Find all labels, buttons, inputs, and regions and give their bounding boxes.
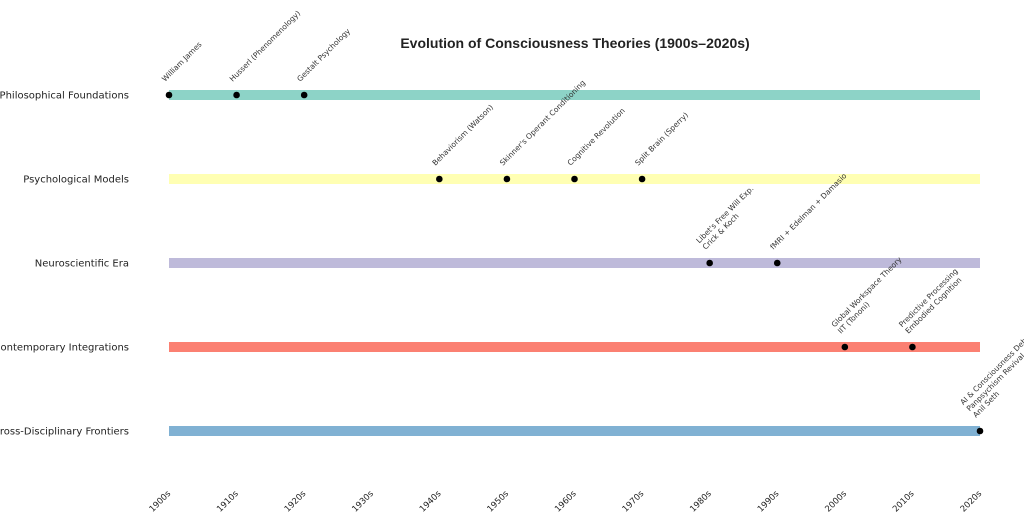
x-tick-label: 2020s xyxy=(959,489,985,512)
event-label: Predictive ProcessingEmbodied Cognition xyxy=(897,266,966,335)
row-bar xyxy=(169,342,980,352)
x-tick-label: 1920s xyxy=(283,489,309,512)
x-tick-label: 1970s xyxy=(621,489,647,512)
rows-layer: Philosophical Foundations William James Hu… xyxy=(0,9,1024,438)
event-label: Cognitive Revolution xyxy=(566,106,627,167)
event-marker xyxy=(909,343,916,351)
x-tick-label: 1940s xyxy=(418,489,444,512)
x-tick-label: 1990s xyxy=(756,489,782,512)
x-tick-label: 2000s xyxy=(823,489,849,512)
x-tick-label: 2010s xyxy=(891,489,917,512)
event-marker xyxy=(841,343,849,351)
timeline-row: Neuroscientific Era Libet's Free Will Exp… xyxy=(35,171,980,270)
row-label: Cross-Disciplinary Frontiers xyxy=(0,427,129,438)
timeline-row: Philosophical Foundations William James Hu… xyxy=(0,9,980,102)
x-tick-label: 1910s xyxy=(215,489,241,512)
x-axis-ticks: 1900s 1910s 1920s 1930s 1940s 1950s 1960s 1970s… xyxy=(148,489,985,512)
row-bar xyxy=(169,258,980,268)
row-label: Contemporary Integrations xyxy=(0,343,129,354)
x-tick-label: 1950s xyxy=(486,489,512,512)
x-tick-label: 1900s xyxy=(148,489,174,512)
event-label: Gestalt Psychology xyxy=(295,26,352,83)
event-marker xyxy=(503,175,511,183)
event-marker xyxy=(165,91,173,99)
event-label: William James xyxy=(160,40,204,84)
event-marker xyxy=(571,175,578,183)
event-marker xyxy=(976,427,984,435)
event-label: Behaviorism (Watson) xyxy=(430,103,495,168)
row-label: Psychological Models xyxy=(23,175,129,186)
row-label: Neuroscientific Era xyxy=(35,259,129,270)
event-marker xyxy=(300,91,308,99)
event-label: Libet's Free Will Exp.Crick & Koch xyxy=(694,184,761,251)
event-label: AI & Consciousness DebatePanpsychism Rev… xyxy=(958,327,1024,419)
event-marker xyxy=(638,175,646,183)
event-marker xyxy=(436,175,443,183)
row-label: Philosophical Foundations xyxy=(0,91,129,102)
x-tick-label: 1930s xyxy=(350,489,376,512)
row-bar xyxy=(169,90,980,100)
event-label: Husserl (Phenomenology) xyxy=(228,9,303,84)
event-label: Split Brain (Sperry) xyxy=(633,110,690,167)
x-tick-label: 1980s xyxy=(688,489,714,512)
chart-title: Evolution of Consciousness Theories (190… xyxy=(400,35,749,51)
row-bar xyxy=(169,426,980,436)
event-marker xyxy=(706,259,713,267)
x-tick-label: 1960s xyxy=(553,489,579,512)
event-marker xyxy=(233,91,240,99)
event-marker xyxy=(773,259,781,267)
